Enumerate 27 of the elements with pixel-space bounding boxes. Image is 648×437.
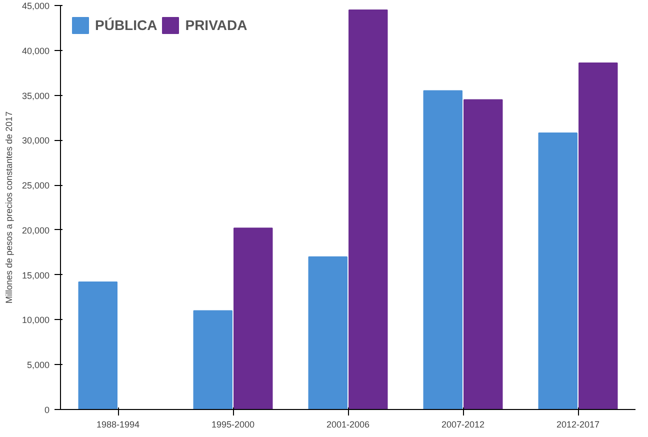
y-tick-label: 20,000 xyxy=(22,225,50,236)
bar xyxy=(193,310,232,410)
y-tick-label: 15,000 xyxy=(22,270,50,280)
bar xyxy=(348,9,388,410)
bar xyxy=(78,282,118,410)
legend-label: PRIVADA xyxy=(185,17,248,33)
x-tick-label: 2001-2006 xyxy=(326,420,370,430)
y-tick-label: 45,000 xyxy=(22,1,50,11)
y-axis-title: Millones de pesos a precios constantes de 2017 xyxy=(4,111,14,304)
bar xyxy=(538,132,578,410)
y-tick-label: 0 xyxy=(44,405,50,415)
x-tick-label: 2012-2017 xyxy=(556,420,600,430)
x-tick-label: 1988-1994 xyxy=(96,420,140,430)
y-tick-label: 25,000 xyxy=(22,180,50,191)
x-tick-label: 2007-2012 xyxy=(441,420,485,430)
y-tick-label: 40,000 xyxy=(22,46,50,56)
bar xyxy=(234,228,273,410)
y-tick-label: 35,000 xyxy=(22,90,50,101)
legend-label: PÚBLICA xyxy=(95,17,158,33)
bar xyxy=(464,99,503,410)
y-tick-label: 10,000 xyxy=(22,315,50,326)
bar xyxy=(308,256,348,410)
x-tick-label: 1995-2000 xyxy=(211,420,255,430)
bar xyxy=(423,90,462,410)
y-tick-label: 5,000 xyxy=(26,360,50,370)
bar xyxy=(578,62,618,410)
y-tick-label: 30,000 xyxy=(22,136,50,146)
